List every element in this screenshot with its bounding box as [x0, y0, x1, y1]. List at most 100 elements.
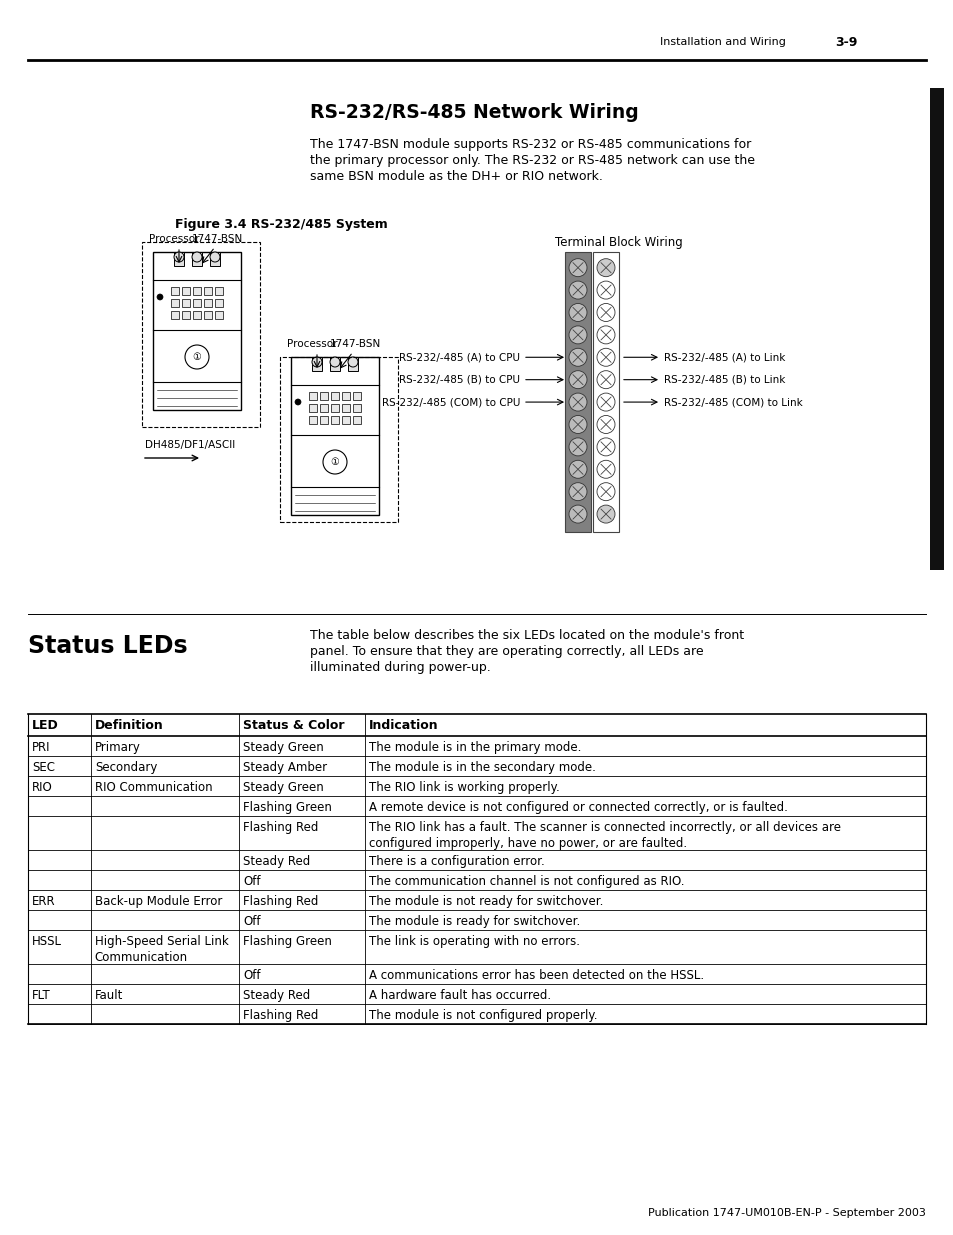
- Text: The link is operating with no errors.: The link is operating with no errors.: [369, 935, 579, 948]
- Bar: [280, 357, 397, 522]
- Bar: [929, 88, 943, 571]
- Bar: [341, 391, 350, 400]
- Circle shape: [568, 370, 586, 389]
- Bar: [204, 287, 212, 295]
- Text: panel. To ensure that they are operating correctly, all LEDs are: panel. To ensure that they are operating…: [310, 645, 703, 658]
- Text: FLT: FLT: [32, 989, 51, 1002]
- Text: Status & Color: Status & Color: [243, 719, 344, 732]
- Text: Processor: Processor: [149, 233, 199, 245]
- Circle shape: [330, 357, 339, 367]
- Circle shape: [348, 357, 357, 367]
- Bar: [204, 311, 212, 319]
- Bar: [192, 252, 202, 266]
- Bar: [171, 287, 179, 295]
- Text: SEC: SEC: [32, 761, 55, 774]
- Circle shape: [597, 348, 615, 367]
- Text: The module is in the secondary mode.: The module is in the secondary mode.: [369, 761, 595, 774]
- Circle shape: [568, 282, 586, 299]
- Bar: [353, 404, 360, 412]
- Text: Steady Green: Steady Green: [243, 741, 323, 755]
- Circle shape: [597, 438, 615, 456]
- Text: Back-up Module Error: Back-up Module Error: [94, 895, 222, 908]
- Text: Installation and Wiring: Installation and Wiring: [659, 37, 785, 47]
- Bar: [564, 252, 590, 532]
- Circle shape: [597, 505, 615, 524]
- Circle shape: [597, 370, 615, 389]
- Text: The table below describes the six LEDs located on the module's front: The table below describes the six LEDs l…: [310, 629, 743, 642]
- Text: Status LEDs: Status LEDs: [28, 634, 188, 658]
- Bar: [312, 357, 322, 370]
- Text: ①: ①: [193, 352, 201, 362]
- Bar: [182, 299, 190, 308]
- Text: RIO: RIO: [32, 781, 52, 794]
- Circle shape: [192, 252, 202, 262]
- Text: Steady Red: Steady Red: [243, 855, 310, 868]
- Circle shape: [323, 450, 347, 474]
- Text: A hardware fault has occurred.: A hardware fault has occurred.: [369, 989, 550, 1002]
- Circle shape: [568, 326, 586, 343]
- Bar: [204, 299, 212, 308]
- Bar: [173, 252, 184, 266]
- Text: Steady Amber: Steady Amber: [243, 761, 327, 774]
- Circle shape: [597, 326, 615, 343]
- Circle shape: [568, 415, 586, 433]
- Bar: [182, 287, 190, 295]
- Text: The module is not ready for switchover.: The module is not ready for switchover.: [369, 895, 602, 908]
- Bar: [309, 404, 316, 412]
- Bar: [353, 416, 360, 424]
- Circle shape: [568, 505, 586, 524]
- Text: 1747-BSN: 1747-BSN: [330, 338, 381, 350]
- Text: illuminated during power-up.: illuminated during power-up.: [310, 661, 490, 674]
- Circle shape: [568, 258, 586, 277]
- Bar: [319, 416, 328, 424]
- Text: RS-232/-485 (COM) to CPU: RS-232/-485 (COM) to CPU: [381, 398, 519, 408]
- Circle shape: [597, 461, 615, 478]
- Text: RS-232/RS-485 Network Wiring: RS-232/RS-485 Network Wiring: [310, 103, 639, 122]
- Circle shape: [597, 393, 615, 411]
- Bar: [171, 299, 179, 308]
- Circle shape: [210, 252, 220, 262]
- Text: The RIO link is working properly.: The RIO link is working properly.: [369, 781, 558, 794]
- Text: The RIO link has a fault. The scanner is connected incorrectly, or all devices a: The RIO link has a fault. The scanner is…: [369, 821, 840, 850]
- Bar: [348, 357, 357, 370]
- Text: Primary: Primary: [94, 741, 141, 755]
- Circle shape: [173, 252, 184, 262]
- Bar: [341, 404, 350, 412]
- Text: A communications error has been detected on the HSSL.: A communications error has been detected…: [369, 969, 703, 982]
- Text: HSSL: HSSL: [32, 935, 62, 948]
- Bar: [331, 404, 338, 412]
- Text: A remote device is not configured or connected correctly, or is faulted.: A remote device is not configured or con…: [369, 802, 787, 814]
- Circle shape: [568, 348, 586, 367]
- Bar: [330, 357, 339, 370]
- Text: PRI: PRI: [32, 741, 51, 755]
- Bar: [193, 311, 201, 319]
- Text: 3-9: 3-9: [834, 36, 857, 48]
- Text: same BSN module as the DH+ or RIO network.: same BSN module as the DH+ or RIO networ…: [310, 170, 602, 183]
- Circle shape: [157, 294, 163, 300]
- Text: Steady Red: Steady Red: [243, 989, 310, 1002]
- Text: Indication: Indication: [369, 719, 438, 732]
- Bar: [353, 391, 360, 400]
- Circle shape: [568, 393, 586, 411]
- Text: Flashing Red: Flashing Red: [243, 821, 318, 834]
- Circle shape: [597, 304, 615, 321]
- Text: There is a configuration error.: There is a configuration error.: [369, 855, 544, 868]
- Text: Definition: Definition: [94, 719, 163, 732]
- Bar: [142, 242, 260, 427]
- Bar: [171, 311, 179, 319]
- Bar: [341, 416, 350, 424]
- Text: ①: ①: [331, 457, 339, 467]
- Bar: [331, 416, 338, 424]
- Text: Flashing Green: Flashing Green: [243, 935, 332, 948]
- Text: LED: LED: [32, 719, 59, 732]
- Text: The module is in the primary mode.: The module is in the primary mode.: [369, 741, 580, 755]
- Bar: [331, 391, 338, 400]
- Bar: [152, 252, 241, 410]
- Text: The module is ready for switchover.: The module is ready for switchover.: [369, 915, 579, 927]
- Circle shape: [185, 345, 209, 369]
- Bar: [182, 311, 190, 319]
- Text: DH485/DF1/ASCII: DH485/DF1/ASCII: [145, 440, 235, 450]
- Circle shape: [568, 483, 586, 500]
- Text: Figure 3.4 RS-232/485 System: Figure 3.4 RS-232/485 System: [174, 219, 387, 231]
- Text: RS-232/-485 (A) to CPU: RS-232/-485 (A) to CPU: [398, 352, 519, 362]
